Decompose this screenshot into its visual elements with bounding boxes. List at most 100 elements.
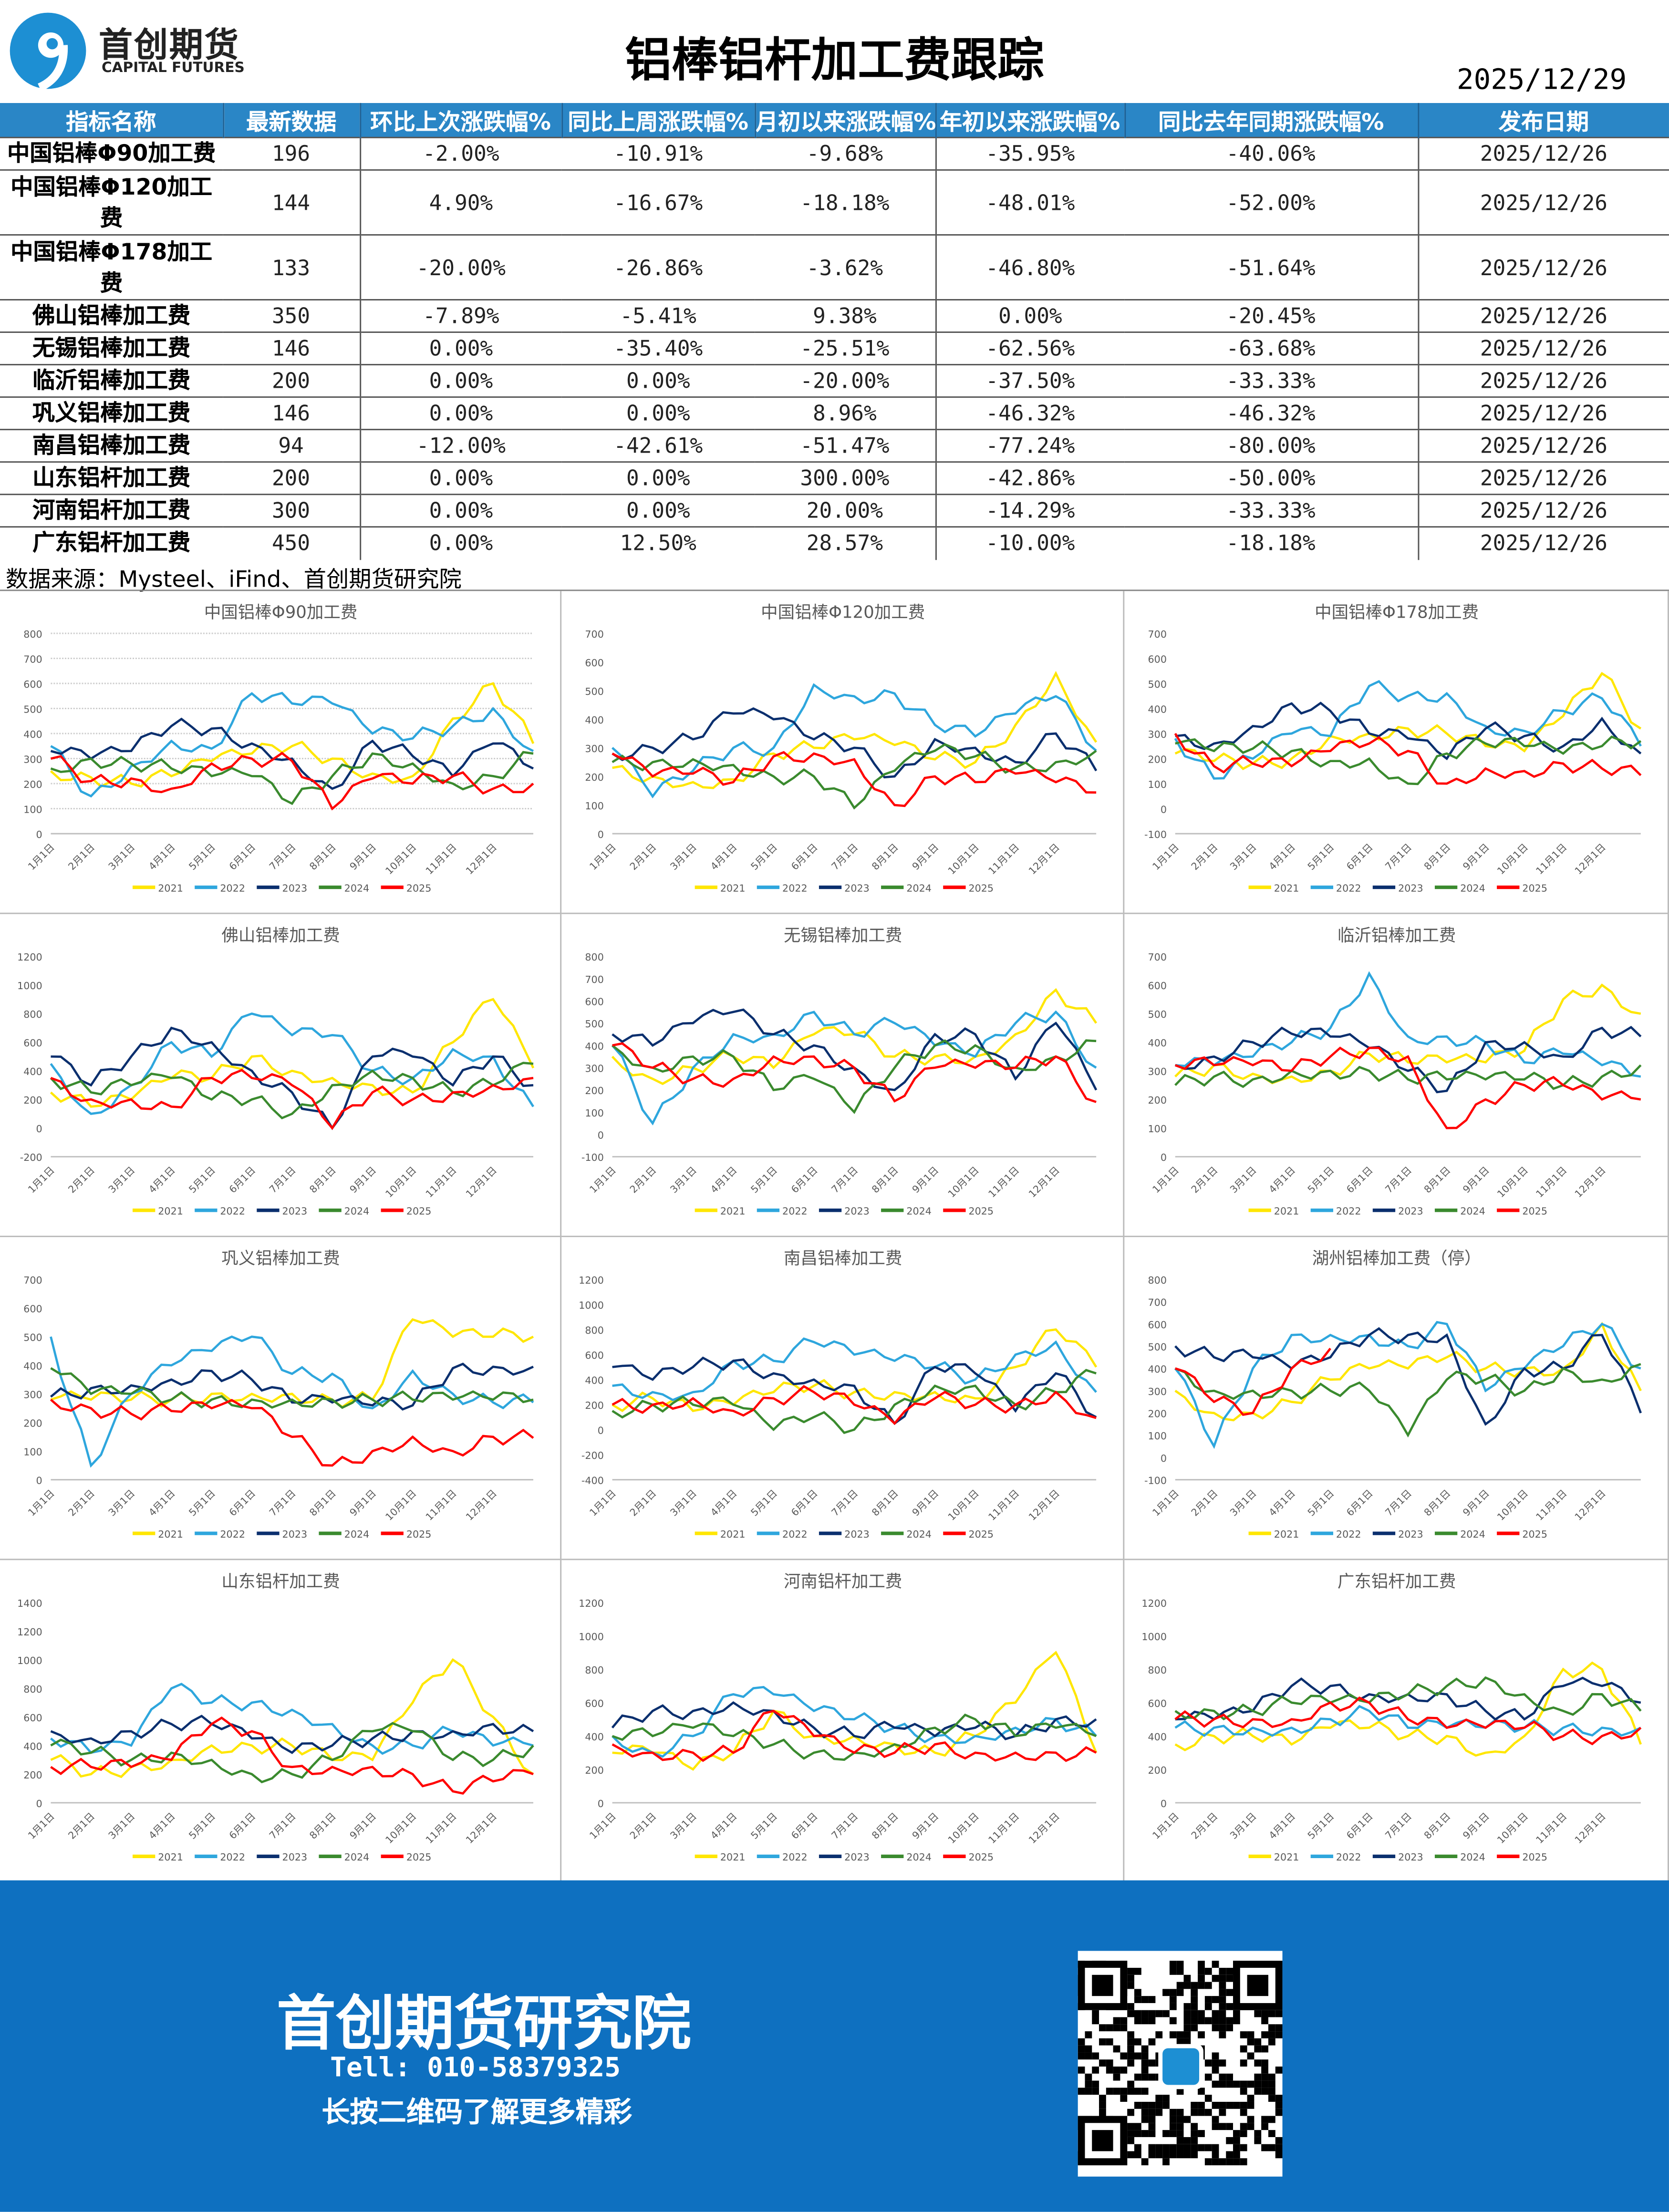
x-tick-label: 5月1日 xyxy=(1306,1810,1337,1841)
table-cell: -48.01% xyxy=(934,169,1125,235)
chart: 中国铝棒Φ120加工费 0 100 200 300 400 500 600 700 1月1日 2月1… xyxy=(561,591,1125,914)
legend-label: 2024 xyxy=(1460,882,1485,894)
chart: 广东铝杆加工费 0 200 400 600 800 1000 1200 1月1日 2月1日 3月1日… xyxy=(1124,1560,1669,1883)
indicator-name: 南昌铝棒加工费 xyxy=(0,429,223,462)
y-tick-label: 400 xyxy=(23,1361,42,1372)
chart: 湖州铝棒加工费（停） -100 0 100 200 300 400 500 600 700 800 1… xyxy=(1124,1237,1669,1561)
y-tick-label: 1200 xyxy=(1141,1598,1167,1609)
legend-label: 2024 xyxy=(344,1529,370,1540)
chart: 中国铝棒Φ178加工费 -100 0 100 200 300 400 500 600 700 1月1… xyxy=(1124,591,1669,914)
series-line-2024 xyxy=(50,1722,534,1784)
series-line-2025 xyxy=(1175,1347,1331,1416)
table-cell: -63.68% xyxy=(1124,331,1418,365)
y-tick-label: 500 xyxy=(585,1018,604,1030)
legend-label: 2022 xyxy=(1336,1529,1361,1540)
column-header: 最新数据 xyxy=(222,103,360,138)
header: 首创期货 CAPITAL FUTURES 铝棒铝杆加工费跟踪 2025/12/2… xyxy=(0,0,1669,102)
y-tick-label: 400 xyxy=(585,1375,604,1386)
legend-label: 2024 xyxy=(1460,1851,1485,1863)
table-cell: 2025/12/26 xyxy=(1417,526,1669,559)
y-tick-label: 400 xyxy=(1148,703,1167,715)
x-tick-label: 10月1日 xyxy=(383,1810,418,1846)
x-tick-label: 5月1日 xyxy=(1306,841,1337,872)
table-cell: 200 xyxy=(223,461,360,495)
chart: 临沂铝棒加工费 0 100 200 300 400 500 600 700 1月1日 2月1日 3月1… xyxy=(1124,914,1669,1237)
x-tick-label: 12月1日 xyxy=(1026,1164,1062,1199)
x-tick-label: 8月1日 xyxy=(870,1164,901,1195)
table-cell: -18.18% xyxy=(1124,526,1418,559)
x-tick-label: 10月1日 xyxy=(383,1488,418,1523)
x-tick-label: 5月1日 xyxy=(748,1164,779,1195)
table-cell: -35.40% xyxy=(561,331,755,365)
table-row: 山东铝杆加工费 200 0.00% 0.00% 300.00% -42.86% -50.00… xyxy=(0,461,1669,495)
y-tick-label: 300 xyxy=(23,754,42,765)
y-tick-label: 1400 xyxy=(17,1598,42,1609)
legend-label: 2023 xyxy=(282,1851,308,1863)
y-tick-label: 200 xyxy=(23,1769,42,1781)
qr-code-icon[interactable] xyxy=(1078,1951,1283,2177)
series-line-2025 xyxy=(1174,733,1642,785)
table-row: 佛山铝棒加工费 350 -7.89% -5.41% 9.38% 0.00% -20.45% 2… xyxy=(0,299,1669,332)
x-tick-label: 10月1日 xyxy=(946,1810,981,1846)
chart-svg: 佛山铝棒加工费 -200 0 200 400 600 800 1000 1200 1月1日 2月1日… xyxy=(17,926,535,1217)
x-tick-label: 3月1日 xyxy=(106,1164,137,1195)
table-row: 广东铝杆加工费 450 0.00% 12.50% 28.57% -10.00% -18.18… xyxy=(0,526,1669,559)
footer-phone: Tell: 010-58379325 xyxy=(330,2052,621,2084)
series-line-2023 xyxy=(50,1715,534,1754)
x-tick-label: 12月1日 xyxy=(464,1164,499,1199)
table-cell: 0.00% xyxy=(359,331,562,365)
table-cell: -50.00% xyxy=(1124,461,1418,495)
legend-label: 2023 xyxy=(282,1529,308,1540)
y-tick-label: 1000 xyxy=(17,980,42,992)
y-tick-label: 300 xyxy=(1148,729,1167,740)
x-tick-label: 10月1日 xyxy=(1495,1810,1530,1846)
table-cell: -42.61% xyxy=(561,429,755,462)
y-tick-label: 100 xyxy=(585,800,604,812)
y-tick-label: 200 xyxy=(1148,1765,1167,1776)
x-tick-label: 3月1日 xyxy=(106,1810,137,1841)
chart-svg: 湖州铝棒加工费（停） -100 0 100 200 300 400 500 600 700 800 1… xyxy=(1144,1249,1642,1540)
series-line-2023 xyxy=(611,1701,1097,1740)
indicator-name: 佛山铝棒加工费 xyxy=(0,299,223,332)
x-tick-label: 1月1日 xyxy=(26,1488,57,1519)
series-line-2021 xyxy=(50,682,535,788)
y-tick-label: 800 xyxy=(585,951,604,963)
x-tick-label: 7月1日 xyxy=(1383,841,1414,872)
series-line-2021 xyxy=(1174,672,1642,770)
x-tick-label: 4月1日 xyxy=(1266,1164,1297,1195)
x-tick-label: 2月1日 xyxy=(628,1810,659,1841)
x-tick-label: 4月1日 xyxy=(1266,841,1297,872)
x-tick-label: 12月1日 xyxy=(1573,841,1608,877)
table-cell: -80.00% xyxy=(1124,429,1418,462)
y-tick-label: 500 xyxy=(1148,1342,1167,1353)
legend-label: 2023 xyxy=(1398,1529,1423,1540)
y-tick-label: 600 xyxy=(1148,1698,1167,1709)
y-tick-label: 0 xyxy=(36,1798,42,1809)
table-cell: -35.95% xyxy=(934,136,1125,170)
series-line-2022 xyxy=(50,1683,534,1755)
y-tick-label: 200 xyxy=(585,1765,604,1776)
legend-label: 2021 xyxy=(158,1529,183,1540)
y-tick-label: 200 xyxy=(23,779,42,790)
chart-svg: 临沂铝棒加工费 0 100 200 300 400 500 600 700 1月1日 2月1日 3月1… xyxy=(1148,926,1642,1217)
y-tick-label: 500 xyxy=(585,686,604,697)
x-tick-label: 11月1日 xyxy=(424,1810,459,1846)
x-tick-label: 6月1日 xyxy=(227,1488,258,1519)
legend-label: 2024 xyxy=(1460,1206,1485,1217)
legend-label: 2023 xyxy=(844,1851,870,1863)
chart: 无锡铝棒加工费 -100 0 100 200 300 400 500 600 700 800 1月1日… xyxy=(561,914,1125,1237)
legend-label: 2025 xyxy=(968,1851,994,1863)
x-tick-label: 9月1日 xyxy=(347,841,378,872)
series-line-2025 xyxy=(612,1385,1097,1426)
x-tick-label: 11月1日 xyxy=(1534,1810,1569,1846)
x-tick-label: 7月1日 xyxy=(1383,1488,1414,1519)
legend-label: 2022 xyxy=(220,1206,245,1217)
table-cell: 2025/12/26 xyxy=(1417,169,1669,235)
series-line-2021 xyxy=(612,1328,1098,1412)
chart-title: 山东铝杆加工费 xyxy=(221,1571,340,1591)
x-tick-label: 8月1日 xyxy=(1422,1164,1453,1195)
y-tick-label: 400 xyxy=(585,1731,604,1743)
table-cell: -10.91% xyxy=(561,136,755,170)
table-cell: -33.33% xyxy=(1124,364,1418,397)
chart: 河南铝杆加工费 0 200 400 600 800 1000 1200 1月1日 2月1日 3月1日… xyxy=(561,1560,1125,1883)
